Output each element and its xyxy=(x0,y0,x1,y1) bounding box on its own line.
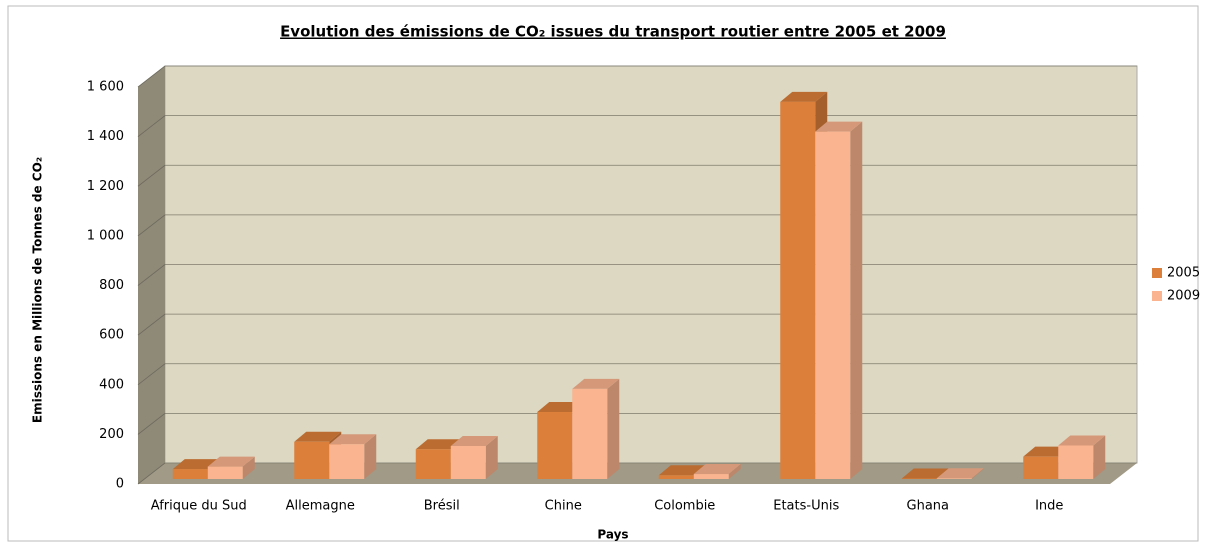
y-tick-label: 1 600 xyxy=(87,80,124,95)
x-tick-label: Colombie xyxy=(654,499,715,514)
bar xyxy=(780,102,815,479)
bar xyxy=(815,132,850,479)
x-tick-label: Chine xyxy=(545,499,582,514)
y-tick-label: 0 xyxy=(116,477,124,492)
bar xyxy=(1058,446,1093,479)
legend-swatch xyxy=(1152,291,1162,301)
x-tick-label: Etats-Unis xyxy=(773,499,839,514)
bar xyxy=(329,444,364,479)
bar xyxy=(694,474,729,479)
bar xyxy=(416,449,451,479)
y-tick-label: 200 xyxy=(99,427,124,442)
bar xyxy=(294,442,329,479)
y-tick-label: 400 xyxy=(99,377,124,392)
floor xyxy=(138,463,1137,484)
bar xyxy=(173,469,208,479)
bar-side xyxy=(850,122,862,479)
y-axis-label: Emissions en Millions de Tonnes de CO₂ xyxy=(31,157,45,423)
legend-label: 2005 xyxy=(1167,266,1200,281)
y-tick-label: 1 400 xyxy=(87,129,124,144)
x-tick-label: Allemagne xyxy=(286,499,355,514)
x-tick-label: Brésil xyxy=(424,499,460,514)
y-tick-label: 600 xyxy=(99,328,124,343)
bar xyxy=(208,467,243,479)
bar xyxy=(1023,457,1058,479)
bar xyxy=(659,475,694,479)
y-tick-label: 1 000 xyxy=(87,228,124,243)
x-tick-label: Ghana xyxy=(907,499,950,514)
x-tick-label: Inde xyxy=(1035,499,1063,514)
bar xyxy=(537,412,572,479)
bar xyxy=(451,446,486,479)
legend-label: 2009 xyxy=(1167,289,1200,304)
y-tick-label: 800 xyxy=(99,278,124,293)
y-tick-label: 1 200 xyxy=(87,179,124,194)
legend-swatch xyxy=(1152,268,1162,278)
bar xyxy=(937,478,972,479)
chart-title: Evolution des émissions de CO₂ issues du… xyxy=(280,23,946,41)
x-axis-label: Pays xyxy=(597,528,628,542)
bar xyxy=(572,389,607,479)
bar-side xyxy=(607,379,619,479)
x-tick-label: Afrique du Sud xyxy=(151,499,247,514)
